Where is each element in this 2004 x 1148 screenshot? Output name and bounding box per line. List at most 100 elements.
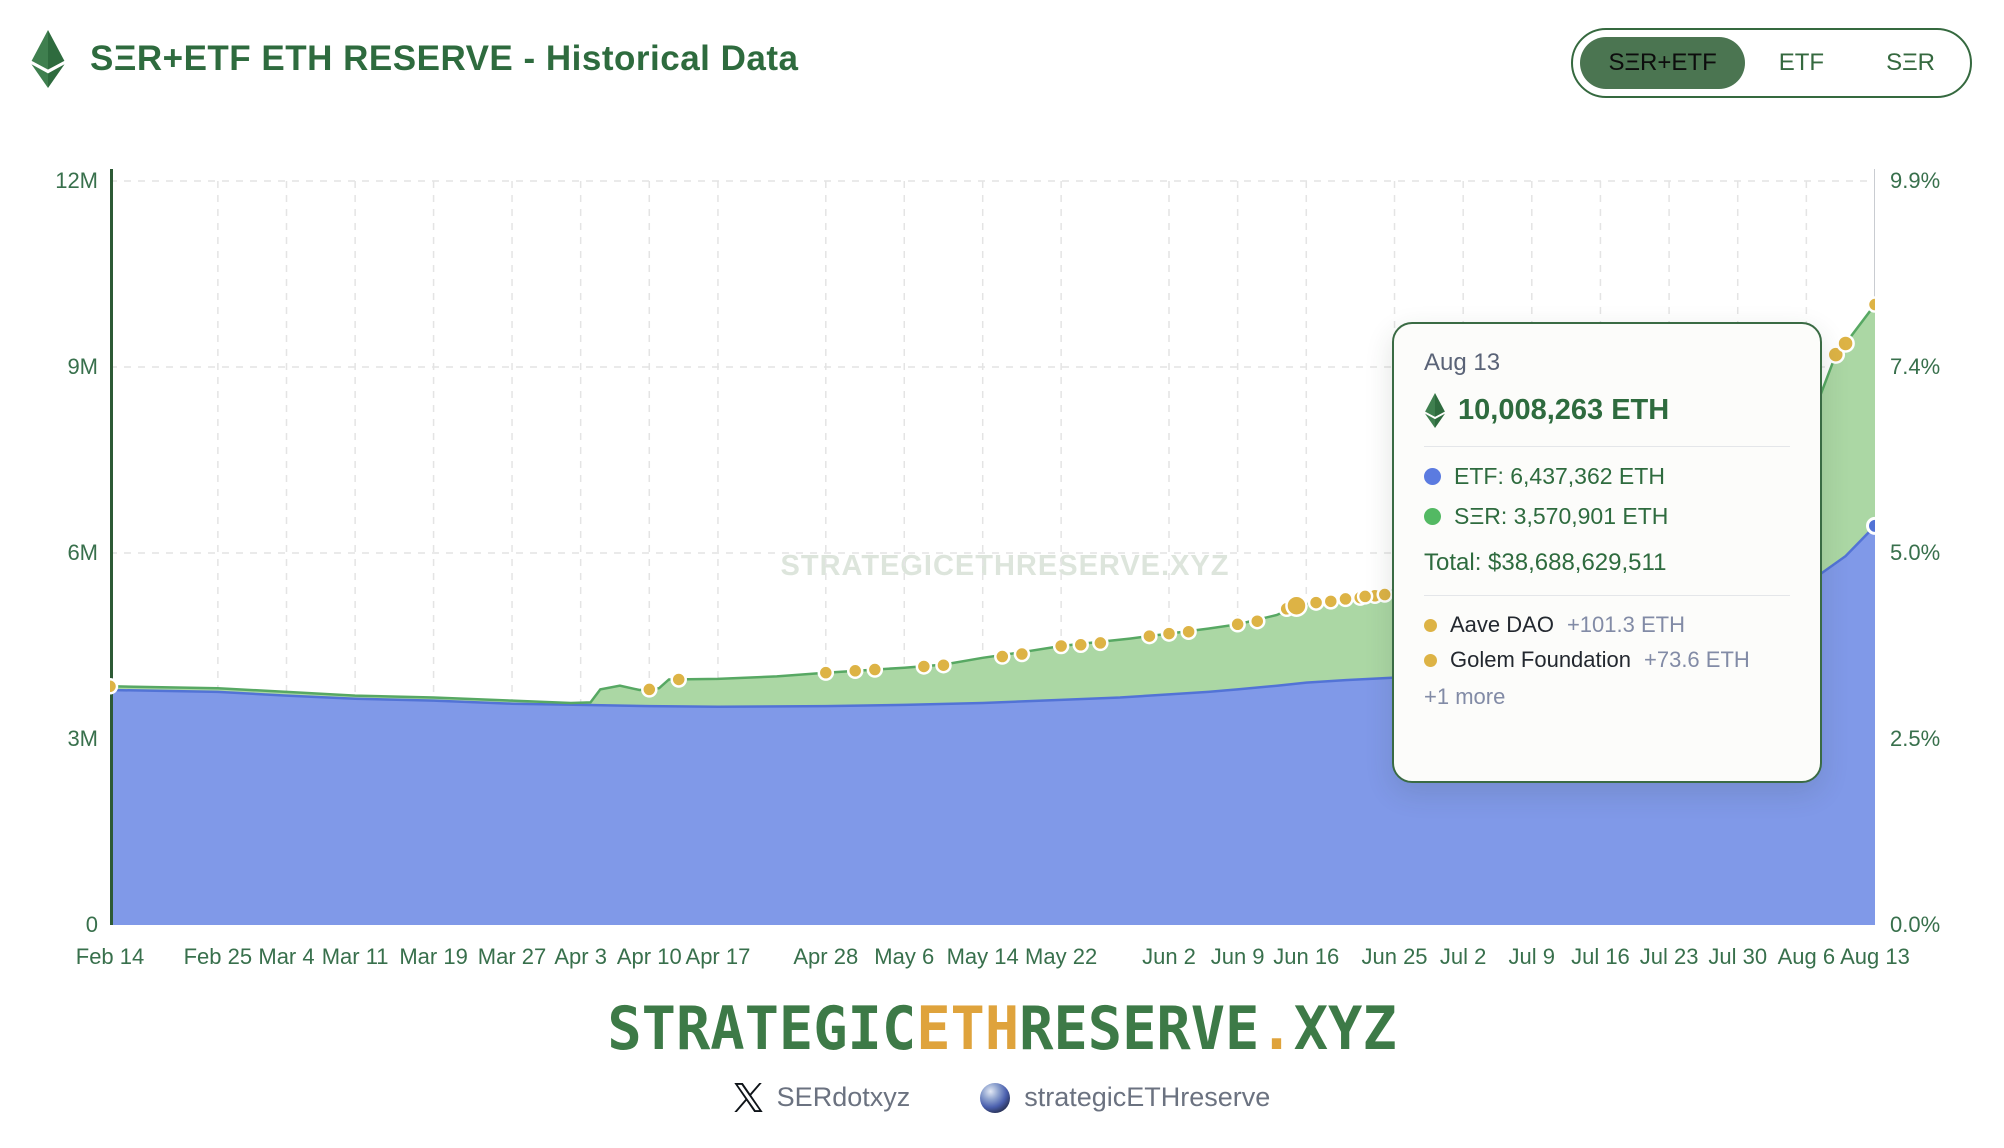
event-dot-icon	[641, 681, 658, 698]
x-axis-label: Jun 25	[1361, 944, 1428, 969]
etf-legend-dot-icon	[1424, 468, 1441, 485]
farcaster-link[interactable]: strategicETHreserve	[980, 1082, 1270, 1113]
footer-logo-part: ETH	[916, 994, 1020, 1064]
event-dot-icon	[110, 678, 119, 695]
x-axis-label: May 6	[874, 944, 935, 969]
x-axis-label: Apr 28	[793, 944, 859, 969]
tooltip-event-row: Aave DAO +101.3 ETH	[1424, 612, 1790, 638]
tooltip-more-events: +1 more	[1424, 684, 1506, 709]
tooltip-etf-value: ETF: 6,437,362 ETH	[1454, 463, 1665, 489]
event-dot-icon	[1160, 625, 1178, 642]
event-dot-icon	[1424, 653, 1437, 667]
event-dot-icon	[1356, 588, 1374, 605]
toggle-etf[interactable]: ETF	[1751, 37, 1852, 89]
tooltip-total-eth: 10,008,263 ETH	[1458, 394, 1670, 426]
event-dot-icon	[1092, 634, 1109, 652]
event-dot-icon	[1141, 627, 1158, 645]
event-dot-icon	[846, 662, 864, 680]
twitter-handle: SERdotxyz	[776, 1082, 911, 1112]
brand: SΞR+ETF ETH RESERVE - Historical Data	[30, 30, 798, 88]
footer-logo-part: XYZ	[1293, 994, 1397, 1064]
x-axis-label: Jul 30	[1708, 944, 1768, 969]
y-axis-label-left: 12M	[55, 168, 98, 193]
eth-diamond-icon	[1425, 393, 1445, 428]
event-dot-icon	[915, 658, 933, 675]
event-dot-icon	[1229, 616, 1246, 633]
footer-logo-part: RESERVE	[1019, 994, 1260, 1064]
x-logo-icon	[733, 1083, 763, 1112]
etf-end-dot-icon	[1866, 516, 1875, 535]
x-axis-label: Mar 4	[258, 944, 315, 969]
event-dot-icon	[935, 656, 952, 674]
y-axis-label-right: 5.0%	[1890, 540, 1941, 565]
event-delta: +73.6 ETH	[1644, 647, 1750, 672]
tooltip-etf-row: ETF: 6,437,362 ETH	[1424, 463, 1790, 490]
y-axis-label-right: 0.0%	[1890, 912, 1941, 937]
tooltip-total-row: 10,008,263 ETH	[1424, 393, 1790, 428]
event-dot-icon	[1072, 636, 1089, 654]
tooltip-ser-row: SΞR: 3,570,901 ETH	[1424, 503, 1790, 530]
y-axis-label-right: 9.9%	[1890, 168, 1941, 193]
x-axis-label: Feb 25	[183, 944, 253, 969]
farcaster-handle: strategicETHreserve	[1024, 1082, 1271, 1112]
footer-brand-logo: STRATEGICETHRESERVE.XYZ	[0, 994, 2004, 1063]
event-dot-icon	[1180, 623, 1197, 640]
event-dot-icon	[1337, 590, 1354, 608]
tooltip-divider	[1424, 446, 1790, 447]
y-axis-label-left: 3M	[67, 726, 98, 751]
etf-area	[110, 525, 1875, 925]
ser-legend-dot-icon	[1424, 508, 1441, 525]
tooltip-event-row: Golem Foundation +73.6 ETH	[1424, 647, 1790, 673]
event-dot-icon	[1866, 296, 1875, 313]
tooltip-ser-value: SΞR: 3,570,901 ETH	[1454, 503, 1669, 529]
event-dot-icon	[1285, 594, 1308, 617]
chart-watermark: STRATEGICETHRESERVE.XYZ	[780, 550, 1230, 582]
event-delta: +101.3 ETH	[1566, 612, 1685, 637]
view-toggle-group: SΞR+ETF ETF SΞR	[1571, 28, 1972, 98]
x-axis-label: Jun 2	[1142, 944, 1196, 969]
y-axis-label-right: 7.4%	[1890, 354, 1941, 379]
x-axis-label: Jul 23	[1639, 944, 1699, 969]
y-axis-label-left: 9M	[67, 354, 98, 379]
x-axis-label: Jul 16	[1571, 944, 1630, 969]
tooltip-divider	[1424, 595, 1790, 596]
page-title: SΞR+ETF ETH RESERVE - Historical Data	[90, 39, 799, 78]
footer-logo-part: .	[1259, 994, 1294, 1064]
tooltip-total-usd: Total: $38,688,629,511	[1424, 549, 1667, 576]
event-dot-icon	[1836, 334, 1855, 353]
x-axis-label: Jun 16	[1273, 944, 1340, 969]
event-dot-icon	[1249, 612, 1266, 630]
event-dot-icon	[1013, 645, 1031, 663]
x-axis-label: Aug 13	[1840, 944, 1910, 969]
footer-social-row: SERdotxyz strategicETHreserve	[0, 1082, 2004, 1113]
chart-tooltip: Aug 13 10,008,263 ETH ETF: 6,437,362 ETH…	[1392, 322, 1822, 783]
x-axis-label: Apr 10	[616, 944, 682, 969]
x-axis-label: Jul 2	[1439, 944, 1487, 969]
event-name: Aave DAO	[1450, 612, 1554, 637]
sphere-orb-icon	[980, 1082, 1011, 1113]
header: SΞR+ETF ETH RESERVE - Historical Data SΞ…	[0, 0, 2004, 110]
event-dot-icon	[670, 671, 687, 688]
event-dot-icon	[1307, 594, 1325, 611]
x-axis-label: Aug 6	[1777, 944, 1836, 969]
event-dot-icon	[1376, 586, 1393, 603]
event-dot-icon	[1424, 618, 1437, 632]
tooltip-date: Aug 13	[1424, 349, 1501, 376]
y-axis-label-left: 0	[85, 912, 98, 937]
footer-logo-part: STRATEGIC	[607, 994, 917, 1064]
x-axis-label: Apr 17	[685, 944, 751, 969]
toggle-ser[interactable]: SΞR	[1858, 37, 1963, 89]
x-axis-label: Apr 3	[554, 944, 607, 969]
toggle-ser-etf[interactable]: SΞR+ETF	[1580, 37, 1745, 89]
eth-diamond-logo-icon	[31, 30, 65, 88]
event-name: Golem Foundation	[1450, 647, 1631, 672]
x-axis-label: Mar 19	[399, 944, 468, 969]
event-dot-icon	[994, 648, 1011, 665]
x-axis-label: May 22	[1025, 944, 1098, 969]
twitter-link[interactable]: SERdotxyz	[733, 1082, 911, 1113]
event-dot-icon	[866, 661, 884, 678]
x-axis-label: May 14	[946, 944, 1019, 969]
event-dot-icon	[817, 664, 835, 681]
y-axis-label-right: 2.5%	[1890, 726, 1941, 751]
